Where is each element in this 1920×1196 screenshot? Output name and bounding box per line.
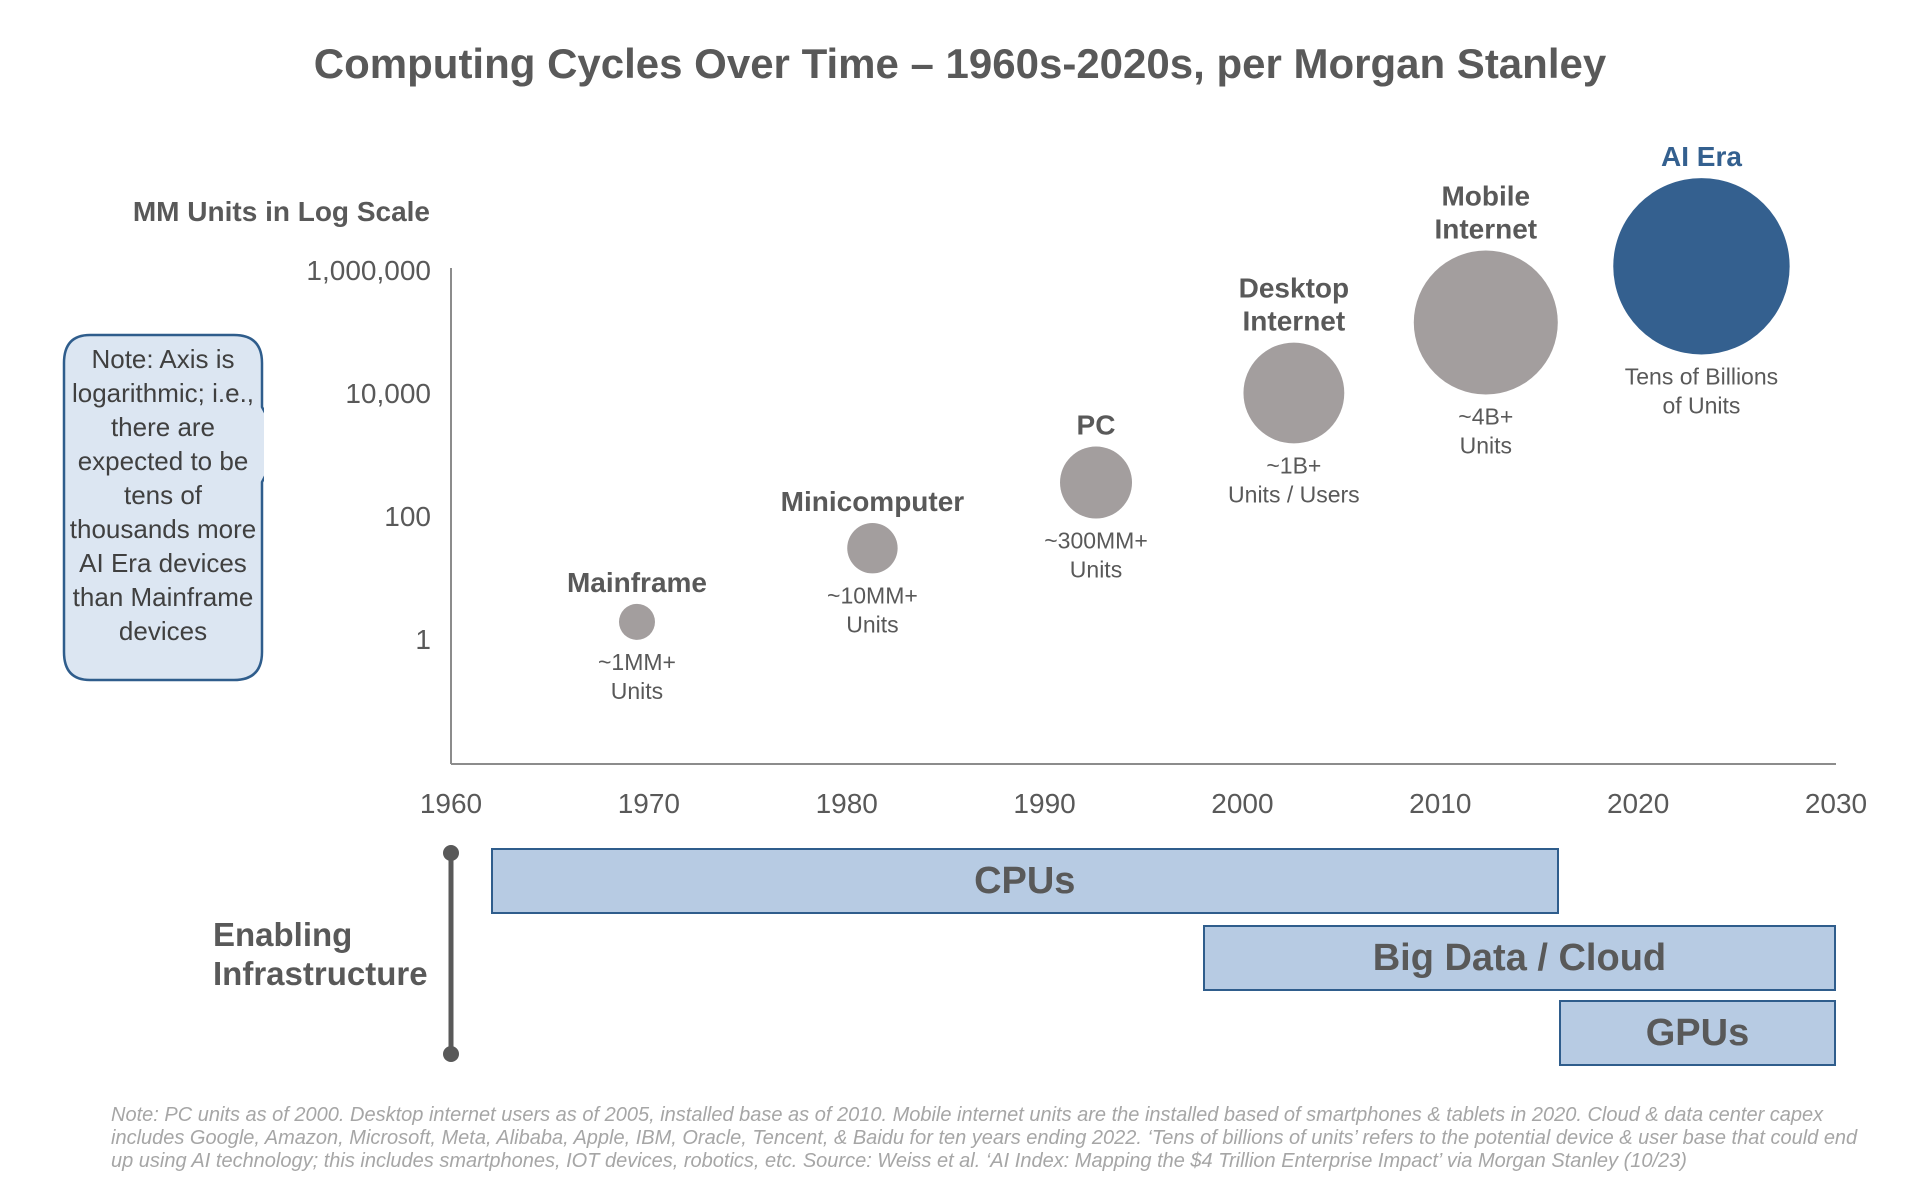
bubble-name-label: Mainframe <box>567 567 707 598</box>
bubble-value-label: Units <box>846 611 898 637</box>
note-callout: Note: Axis is logarithmic; i.e., there a… <box>62 332 264 684</box>
bubble-name-label: Mobile <box>1441 181 1530 212</box>
bubble-name-label: PC <box>1077 410 1116 441</box>
bubble-value-label: ~4B+ <box>1458 404 1513 430</box>
bubble-pc <box>1060 446 1133 519</box>
footnote: Note: PC units as of 2000. Desktop inter… <box>111 1104 1858 1172</box>
chart-plot: MM Units in Log Scale 1 100 10,000 1,000,000… <box>133 141 1867 1062</box>
bubble-name-label: Internet <box>1434 214 1537 245</box>
bubble-mobile-internet <box>1413 250 1558 395</box>
bubble-minicomputer <box>847 522 898 574</box>
bubble-value-label: Units <box>611 678 663 704</box>
bubble-value-label: ~10MM+ <box>827 582 918 608</box>
infra-timeline-start-dot <box>443 845 459 861</box>
bubble-name-label: AI Era <box>1661 141 1742 172</box>
infra-bar-big-data-cloud: Big Data / Cloud <box>1202 925 1836 991</box>
bubble-value-label: ~1MM+ <box>598 649 676 675</box>
y-tick-label: 10,000 <box>345 378 431 409</box>
x-tick-label: 2010 <box>1409 788 1471 819</box>
x-tick-label: 2000 <box>1211 788 1273 819</box>
x-tick-label: 1960 <box>420 788 482 819</box>
x-tick-label: 1980 <box>816 788 878 819</box>
y-axis-label: MM Units in Log Scale <box>133 196 430 227</box>
callout-shape <box>62 333 264 682</box>
y-tick-label: 1 <box>415 624 431 655</box>
infra-bar-cpus: CPUs <box>490 848 1559 914</box>
bubble-value-label: Units <box>1460 433 1512 459</box>
infra-timeline-end-dot <box>443 1046 459 1062</box>
bubble-value-label: ~300MM+ <box>1044 528 1148 554</box>
bubble-value-label: of Units <box>1662 392 1740 418</box>
bubble-value-label: Units / Users <box>1228 481 1360 507</box>
x-tick-label: 2030 <box>1805 788 1867 819</box>
x-tick-label: 1990 <box>1013 788 1075 819</box>
y-tick-label: 1,000,000 <box>306 255 431 286</box>
note-callout-text: Note: Axis is logarithmic; i.e., there a… <box>69 344 257 646</box>
bubble-name-label: Minicomputer <box>781 486 965 517</box>
enabling-infrastructure-label: Enabling Infrastructure <box>213 915 428 993</box>
bubble-ai-era <box>1613 178 1790 355</box>
bubble-desktop-internet <box>1243 342 1345 444</box>
bubble-name-label: Desktop <box>1239 273 1349 304</box>
bubble-mainframe <box>618 603 655 640</box>
x-tick-label: 1970 <box>618 788 680 819</box>
chart-title: Computing Cycles Over Time – 1960s-2020s… <box>313 40 1607 87</box>
infra-label-line2: Infrastructure <box>213 955 428 992</box>
x-tick-label: 2020 <box>1607 788 1669 819</box>
bubble-value-label: Units <box>1070 557 1122 583</box>
bubble-value-label: Tens of Billions <box>1625 363 1778 389</box>
infra-bar-gpus: GPUs <box>1559 1000 1836 1066</box>
bubble-name-label: Internet <box>1243 306 1346 337</box>
bubble-value-label: ~1B+ <box>1266 452 1321 478</box>
infra-label-line1: Enabling <box>213 916 353 953</box>
y-tick-label: 100 <box>384 501 431 532</box>
